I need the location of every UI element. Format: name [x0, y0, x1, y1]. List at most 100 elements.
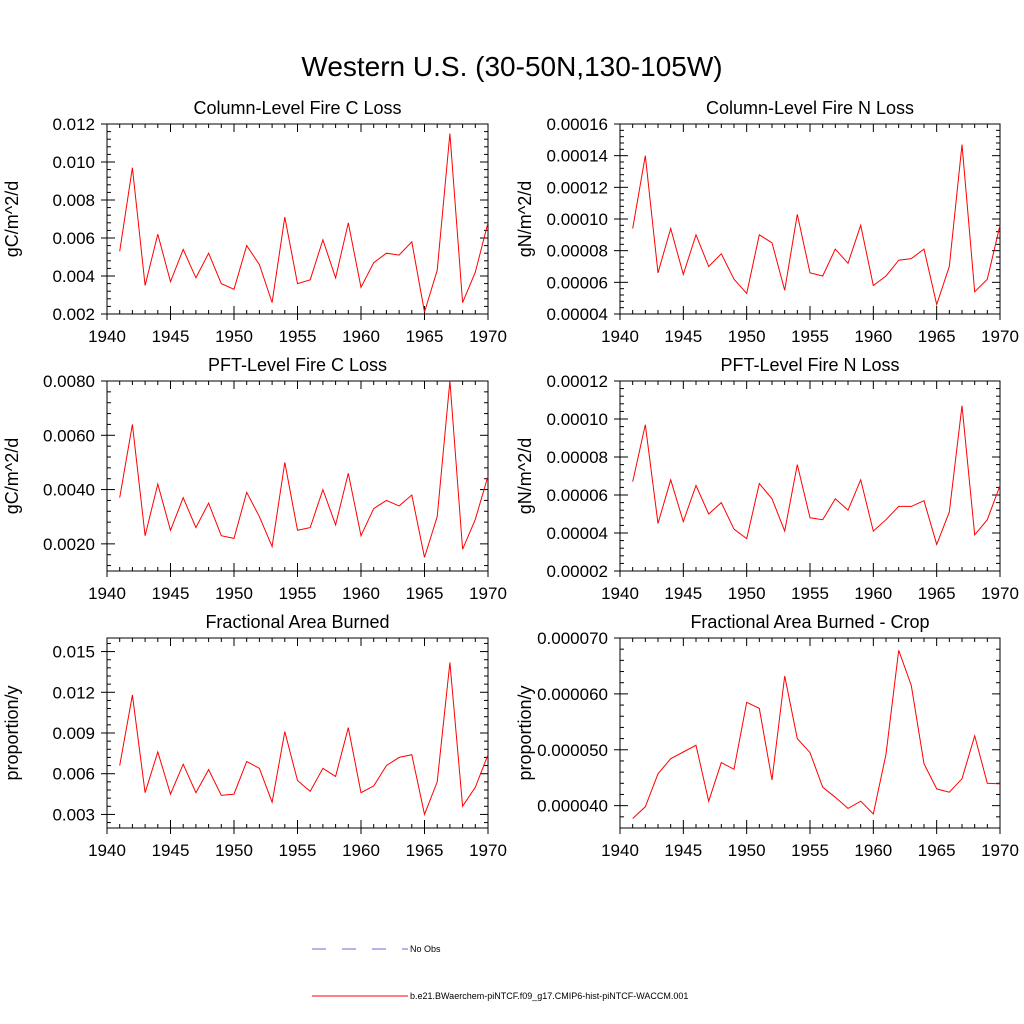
panel-title: PFT-Level Fire C Loss: [208, 355, 387, 375]
y-tick-label: 0.0020: [43, 535, 95, 554]
x-tick-label: 1950: [728, 584, 766, 603]
x-tick-label: 1965: [406, 841, 444, 860]
x-tick-label: 1945: [152, 327, 190, 346]
panel-title: Column-Level Fire C Loss: [193, 98, 401, 118]
x-tick-label: 1965: [918, 584, 956, 603]
x-tick-label: 1945: [152, 841, 190, 860]
y-tick-label: 0.0080: [43, 372, 95, 391]
x-tick-label: 1955: [791, 841, 829, 860]
series-line: [632, 144, 1001, 307]
panel-column-fire-c-loss: Column-Level Fire C Loss gC/m^2/d 1940 1945…: [2, 98, 507, 346]
panel-column-fire-n-loss: Column-Level Fire N Loss gN/m^2/d 1940 1945…: [515, 98, 1019, 346]
y-tick-label: 0.004: [52, 267, 95, 286]
y-tick-label: 0.00012: [547, 372, 608, 391]
x-tick-label: 1940: [88, 584, 126, 603]
y-tick-label: 0.00010: [547, 210, 608, 229]
y-tick-label: 0.009: [52, 724, 95, 743]
panel-pft-fire-n-loss: PFT-Level Fire N Loss gN/m^2/d 1940 1945 195…: [515, 355, 1019, 603]
y-tick-label: 0.00006: [547, 486, 608, 505]
y-tick-label: 0.0060: [43, 426, 95, 445]
panel-title: Fractional Area Burned - Crop: [690, 612, 929, 632]
x-tick-label: 1955: [279, 584, 317, 603]
x-tick-label: 1955: [279, 841, 317, 860]
y-tick-label: 0.006: [52, 229, 95, 248]
series-line: [119, 662, 489, 817]
x-tick-label: 1970: [469, 841, 507, 860]
x-tick-label: 1955: [791, 327, 829, 346]
x-tick-label: 1965: [406, 584, 444, 603]
x-tick-label: 1940: [88, 841, 126, 860]
y-tick-label: 0.00008: [547, 242, 608, 261]
y-axis-label: gN/m^2/d: [515, 181, 535, 257]
legend-label-model: b.e21.BWaerchem-piNTCF.f09_g17.CMIP6-his…: [410, 991, 688, 1001]
y-tick-label: 0.000070: [537, 629, 608, 648]
x-tick-label: 1945: [152, 584, 190, 603]
x-tick-label: 1960: [854, 841, 892, 860]
x-tick-label: 1960: [342, 327, 380, 346]
y-tick-label: 0.0040: [43, 481, 95, 500]
y-tick-label: 0.00002: [547, 562, 608, 581]
panel-title: PFT-Level Fire N Loss: [720, 355, 899, 375]
x-tick-label: 1940: [601, 327, 639, 346]
y-tick-label: 0.008: [52, 191, 95, 210]
panel-fractional-area-burned: Fractional Area Burned proportion/y 1940 19…: [2, 612, 507, 860]
x-tick-label: 1950: [728, 327, 766, 346]
y-tick-label: 0.000050: [537, 741, 608, 760]
x-tick-label: 1960: [342, 584, 380, 603]
x-tick-label: 1940: [601, 584, 639, 603]
y-axis-label: gN/m^2/d: [515, 438, 535, 514]
y-tick-label: 0.002: [52, 305, 95, 324]
x-tick-label: 1950: [215, 327, 253, 346]
plot-frame: [106, 123, 489, 315]
y-axis-label: proportion/y: [2, 685, 22, 780]
x-tick-label: 1965: [406, 327, 444, 346]
x-tick-label: 1945: [664, 841, 702, 860]
plot-frame: [106, 380, 489, 572]
plot-frame: [619, 380, 1001, 572]
x-tick-label: 1955: [279, 327, 317, 346]
y-tick-label: 0.00004: [547, 305, 608, 324]
x-tick-label: 1950: [215, 584, 253, 603]
panel-pft-fire-c-loss: PFT-Level Fire C Loss gC/m^2/d 1940 1945 195…: [2, 355, 507, 603]
x-tick-label: 1960: [854, 584, 892, 603]
y-tick-label: 0.010: [52, 153, 95, 172]
y-tick-label: 0.00014: [547, 147, 608, 166]
x-tick-label: 1945: [664, 584, 702, 603]
y-tick-label: 0.000060: [537, 685, 608, 704]
x-tick-label: 1970: [981, 841, 1019, 860]
panel-title: Column-Level Fire N Loss: [706, 98, 914, 118]
y-tick-label: 0.012: [52, 115, 95, 134]
y-tick-label: 0.006: [52, 765, 95, 784]
y-axis-label: proportion/y: [515, 685, 535, 780]
x-tick-label: 1960: [342, 841, 380, 860]
x-tick-label: 1970: [469, 584, 507, 603]
x-tick-label: 1970: [981, 584, 1019, 603]
x-tick-label: 1965: [918, 841, 956, 860]
x-tick-label: 1950: [728, 841, 766, 860]
series-line: [632, 650, 1001, 819]
x-tick-label: 1970: [981, 327, 1019, 346]
x-tick-label: 1960: [854, 327, 892, 346]
y-tick-label: 0.012: [52, 683, 95, 702]
x-tick-label: 1950: [215, 841, 253, 860]
series-line: [632, 405, 1001, 546]
x-tick-label: 1955: [791, 584, 829, 603]
plot-frame: [619, 637, 1001, 829]
y-axis-label: gC/m^2/d: [2, 181, 22, 257]
x-tick-label: 1940: [601, 841, 639, 860]
figure-title: Western U.S. (30-50N,130-105W): [301, 51, 722, 82]
y-axis-label: gC/m^2/d: [2, 438, 22, 514]
y-tick-label: 0.00004: [547, 524, 608, 543]
panel-title: Fractional Area Burned: [205, 612, 389, 632]
legend: No Obs b.e21.BWaerchem-piNTCF.f09_g17.CM…: [312, 944, 688, 1001]
x-tick-label: 1945: [664, 327, 702, 346]
y-tick-label: 0.00010: [547, 410, 608, 429]
series-line: [119, 380, 489, 558]
y-tick-label: 0.00006: [547, 273, 608, 292]
y-tick-label: 0.000040: [537, 797, 608, 816]
y-tick-label: 0.003: [52, 805, 95, 824]
x-tick-label: 1940: [88, 327, 126, 346]
y-tick-label: 0.00012: [547, 178, 608, 197]
series-line: [119, 133, 489, 313]
